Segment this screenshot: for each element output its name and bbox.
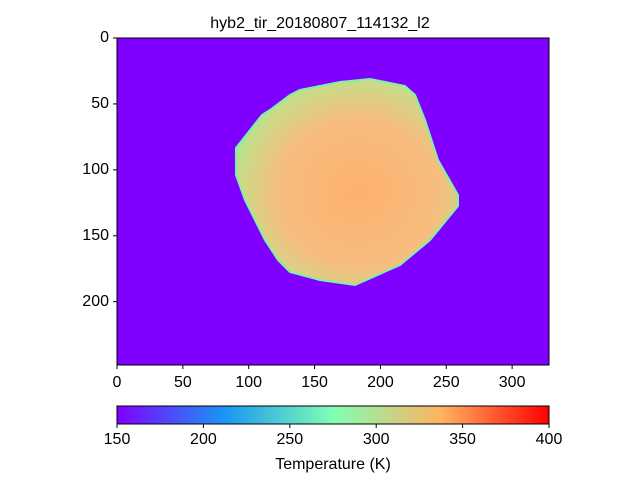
colorbar-tick-label: 350 [449, 431, 476, 448]
x-tick-label: 0 [113, 374, 122, 391]
colorbar-tick-label: 150 [104, 431, 131, 448]
plot-frame [116, 37, 550, 366]
colorbar-tick-label: 250 [276, 431, 303, 448]
y-tick-label: 50 [91, 95, 109, 112]
colorbar-label: Temperature (K) [275, 456, 391, 473]
x-tick-label: 200 [367, 374, 394, 391]
y-tick-label: 100 [82, 161, 109, 178]
x-tick-label: 250 [433, 374, 460, 391]
x-tick-label: 50 [174, 374, 192, 391]
colorbar [116, 405, 550, 425]
x-tick-label: 150 [301, 374, 328, 391]
x-tick-label: 100 [235, 374, 262, 391]
chart-title: hyb2_tir_20180807_114132_l2 [210, 15, 430, 32]
asteroid-image [235, 77, 459, 287]
colorbar-tick-label: 200 [190, 431, 217, 448]
colorbar-tick-label: 300 [363, 431, 390, 448]
colorbar-tick-label: 400 [536, 431, 563, 448]
x-tick-label: 300 [499, 374, 526, 391]
y-tick-label: 200 [82, 293, 109, 310]
y-tick-label: 0 [100, 29, 109, 46]
y-tick-label: 150 [82, 227, 109, 244]
